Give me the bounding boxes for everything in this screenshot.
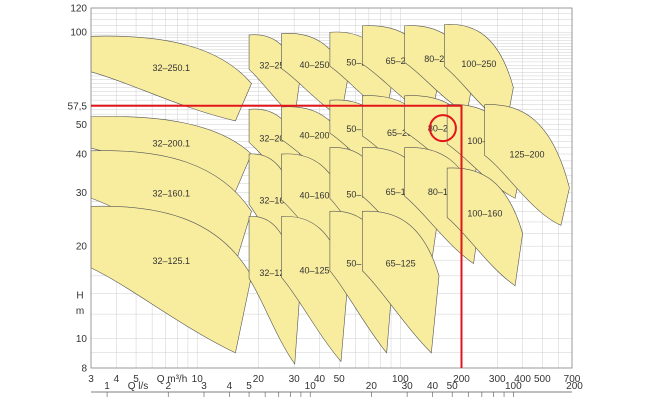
x-tick-label: 400	[514, 374, 531, 385]
pump-label: 32–250.1	[152, 63, 190, 73]
x-tick-label: 4	[114, 374, 120, 385]
y-tick-label: 40	[76, 150, 88, 161]
x-tick-label: 50	[334, 374, 346, 385]
pump-label: 40–200	[300, 130, 330, 140]
x-tick-label: 100	[392, 374, 409, 385]
pump-label: 40–160	[300, 190, 330, 200]
x-tick-label: 3	[88, 374, 94, 385]
pump-label: 80–200	[428, 123, 458, 133]
pump-label: 32–200.1	[152, 139, 190, 149]
pump-label: 50–200	[346, 124, 376, 134]
x2-tick-label: 3	[201, 381, 207, 392]
x2-tick-label: 100	[505, 381, 522, 392]
y-tick-label: 57,5	[68, 101, 88, 112]
x2-axis-label: Q l/s	[128, 381, 149, 392]
pump-label: 100–160	[467, 208, 502, 218]
pump-label: 65–200	[387, 128, 417, 138]
y-tick-label: 8	[81, 364, 87, 375]
pump-label: 65–160	[386, 187, 416, 197]
y-tick-label: 50	[76, 120, 88, 131]
x2-axis: 1 2 3 4 5 10 20 30 40 50 100 200	[91, 381, 583, 397]
x-tick-label: 10	[192, 374, 204, 385]
plot-frame	[90, 7, 573, 369]
x-tick-label: 30	[289, 374, 301, 385]
pump-label: 80–250	[424, 54, 454, 64]
pump-label: 50–160	[346, 190, 376, 200]
y-tick-label: 20	[76, 242, 88, 253]
y-tick-label: 120	[70, 4, 87, 15]
selected-pump-circle	[428, 114, 457, 143]
duty-point-marker	[91, 104, 463, 368]
x-tick-label: 500	[534, 374, 551, 385]
pump-range-32–250.1	[90, 35, 252, 122]
x2-tick-label: 30	[402, 381, 414, 392]
y-tick-label: 10	[76, 334, 88, 345]
x-tick-label: 700	[564, 374, 581, 385]
pump-label: 65–125	[386, 259, 416, 269]
duty-point-lines	[91, 104, 463, 368]
pump-label: 32–250	[259, 61, 289, 71]
y-axis-label: H	[76, 290, 83, 301]
x2-tick-label: 4	[227, 381, 233, 392]
pump-label: 50–250	[346, 57, 376, 67]
pump-range-125–200	[484, 104, 570, 226]
x2-tick-label: 10	[305, 381, 317, 392]
pump-label: 32–125.1	[152, 256, 190, 266]
y-axis-ticks: 8 10 20 30 40 50 57,5 100 120	[68, 4, 88, 375]
pump-ranges: 32–250.1 32–250 40–250 50–250 65–250 80–250 10…	[90, 24, 570, 365]
x-tick-label: 300	[489, 374, 506, 385]
pump-label: 40–125	[300, 266, 330, 276]
x-tick-label: 40	[314, 374, 326, 385]
x-axis-ticks: 3 4 5 10 20 30 40 50 100 200 300 400 500 700	[88, 374, 581, 385]
x2-tick-label: 20	[366, 381, 378, 392]
y-tick-label: 100	[70, 28, 87, 39]
pump-label: 32–160	[259, 196, 289, 206]
y-tick-label: 30	[76, 188, 88, 199]
x-axis-label: Q m³/h	[157, 374, 188, 385]
y-axis-unit: m	[76, 306, 84, 317]
x-tick-label: 20	[253, 374, 265, 385]
pump-range-32–125.1	[90, 205, 252, 354]
pump-label: 80–160	[428, 187, 458, 197]
x2-tick-label: 1	[104, 381, 110, 392]
plot-border	[90, 7, 573, 369]
x-tick-label: 200	[453, 374, 470, 385]
x-tick-label: 5	[133, 374, 139, 385]
pump-label: 40–250	[300, 60, 330, 70]
x2-tick-label: 5	[246, 381, 252, 392]
pump-range-100–250	[444, 24, 514, 126]
pump-label: 65–250	[386, 56, 416, 66]
x2-tick-label: 40	[427, 381, 439, 392]
x2-tick-label: 2	[165, 381, 171, 392]
pump-label: 50–125	[346, 259, 376, 269]
pump-label: 32–125	[259, 268, 289, 278]
pump-label: 100–250	[461, 59, 496, 69]
pump-label: 125–200	[510, 150, 545, 160]
pump-label: 32–200	[259, 133, 289, 143]
pump-range-65–125	[362, 210, 440, 354]
axis-labels: Q m³/h Q l/s H m	[76, 290, 187, 392]
pump-label: 32–160.1	[152, 189, 190, 199]
x2-tick-label: 200	[566, 381, 583, 392]
x2-tick-label: 50	[447, 381, 459, 392]
